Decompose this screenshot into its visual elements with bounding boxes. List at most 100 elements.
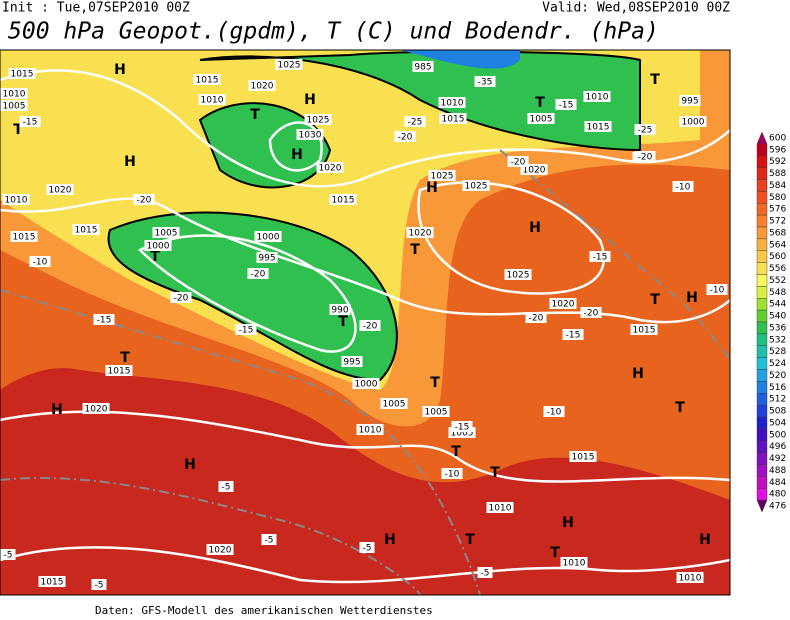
colorbar-cell [756, 488, 768, 501]
colorbar-label: 592 [769, 157, 786, 167]
contour-label: 1010 [489, 504, 512, 514]
label-box [404, 116, 426, 127]
pressure-center: H [124, 154, 136, 170]
contour-label: 1010 [679, 574, 702, 584]
contour-label: 1020 [251, 82, 274, 92]
contour-label: -25 [408, 118, 423, 128]
contour-label: -25 [638, 126, 653, 136]
label-box [248, 80, 276, 91]
pressure-center: H [562, 515, 574, 531]
colorbar-label: 492 [769, 454, 786, 464]
contour-label: 1025 [507, 271, 530, 281]
contour-label: 1020 [523, 166, 546, 176]
contour-label: -15 [455, 423, 470, 433]
label-box [583, 91, 611, 102]
pressure-center: H [426, 180, 438, 196]
label-box [198, 94, 226, 105]
pressure-center: T [150, 249, 160, 265]
contour-label: 1010 [563, 559, 586, 569]
title: 500 hPa Geopot.(gpdm), T (C) und Bodendr… [8, 19, 659, 45]
contour-label: -20 [174, 294, 189, 304]
contour-label: -35 [478, 78, 493, 88]
label-box [329, 194, 357, 205]
contour-label: 1005 [383, 400, 406, 410]
pressure-center: T [490, 465, 500, 481]
label-box [507, 156, 529, 167]
colorbar-cell [756, 321, 768, 335]
contour-label: -20 [251, 270, 266, 280]
contour-label: -10 [676, 183, 691, 193]
contour-label: -20 [363, 322, 378, 332]
colorbar-label: 576 [769, 205, 786, 215]
pressure-center: T [338, 314, 348, 330]
label-box [580, 307, 602, 318]
label-box [2, 194, 30, 205]
label-box [329, 304, 351, 315]
colorbar-label: 564 [769, 240, 786, 250]
contour-label: 1010 [441, 99, 464, 109]
label-box [218, 481, 234, 492]
colorbar-label: 552 [769, 276, 786, 286]
contour-label: 1015 [572, 453, 595, 463]
contour-label: 1010 [359, 426, 382, 436]
label-box [439, 113, 467, 124]
colorbar-label: 508 [769, 407, 786, 417]
colorbar-cell [756, 167, 768, 180]
pressure-center: T [250, 107, 260, 123]
label-box [462, 180, 490, 191]
label-box [504, 269, 532, 280]
label-box [341, 356, 363, 367]
colorbar-label: 580 [769, 193, 786, 203]
colorbar-cell [756, 369, 768, 382]
contour-label: 1025 [465, 182, 488, 192]
label-box [359, 320, 381, 331]
label-box [10, 231, 38, 242]
label-box [486, 502, 514, 513]
contour-label: 1015 [332, 196, 355, 206]
contour-label: 1015 [13, 233, 36, 243]
contour-label: 1020 [49, 186, 72, 196]
colorbar-label: 556 [769, 264, 786, 274]
colorbar-cell [756, 155, 768, 168]
label-box [525, 312, 547, 323]
pressure-center: H [51, 402, 63, 418]
contour-label: 1010 [201, 96, 224, 106]
label-box [679, 116, 707, 127]
label-box [46, 184, 74, 195]
label-box [438, 97, 466, 108]
pressure-center: H [686, 290, 698, 306]
contour-label: 995 [681, 97, 698, 107]
colorbar-label: 528 [769, 347, 786, 357]
contour-label: 1015 [11, 70, 34, 80]
contour-label: 1025 [431, 172, 454, 182]
label-box [105, 365, 133, 376]
pressure-center: T [451, 444, 461, 460]
label-box [82, 403, 110, 414]
contour-label: 1025 [307, 116, 330, 126]
colorbar-label: 600 [769, 133, 786, 143]
contour-label: -15 [97, 316, 112, 326]
contour-label: -5 [222, 483, 231, 493]
colorbar-cell [756, 143, 768, 156]
contour-label: 1005 [155, 229, 178, 239]
label-box [359, 542, 375, 553]
label-box [0, 88, 28, 99]
label-box [679, 95, 701, 106]
contour-label: 1020 [209, 546, 232, 556]
pressure-center: T [650, 72, 660, 88]
contour-label: -10 [710, 286, 725, 296]
pressure-center: T [430, 375, 440, 391]
colorbar-label: 524 [769, 359, 786, 369]
label-box [133, 194, 155, 205]
label-box [634, 124, 656, 135]
label-box [422, 406, 450, 417]
pressure-center: H [529, 220, 541, 236]
colorbar-cell [756, 499, 768, 513]
colorbar-cell [756, 179, 768, 192]
contour-label: -20 [638, 153, 653, 163]
label-box [630, 324, 658, 335]
colorbar-cell [756, 452, 768, 465]
label-box [29, 256, 51, 267]
pressure-center: H [699, 532, 711, 548]
